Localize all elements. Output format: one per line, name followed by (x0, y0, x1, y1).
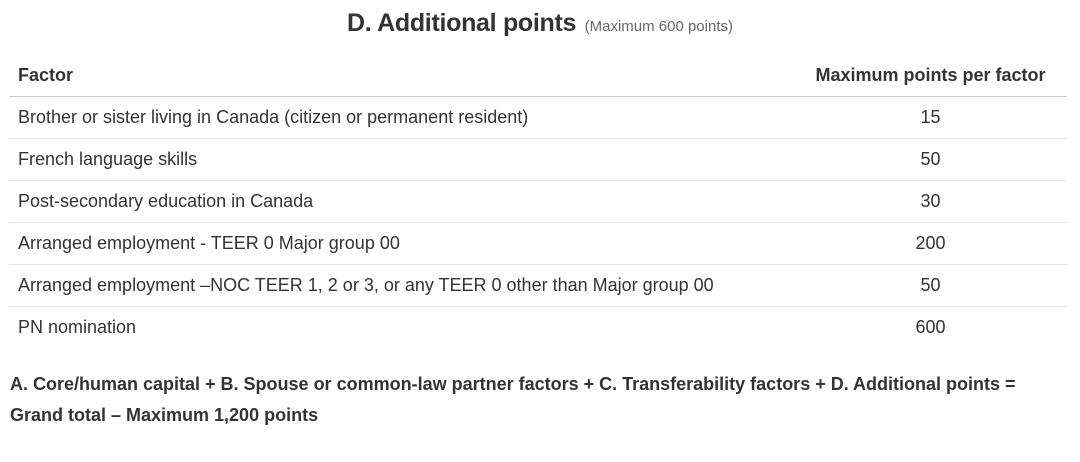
factor-cell: Post-secondary education in Canada (9, 180, 794, 223)
additional-points-table: Factor Maximum points per factor Brother… (9, 54, 1067, 348)
table-header-row: Factor Maximum points per factor (9, 54, 1067, 97)
factor-cell: Arranged employment - TEER 0 Major group… (9, 222, 794, 265)
table-row: Brother or sister living in Canada (citi… (9, 96, 1067, 139)
section-subtitle: (Maximum 600 points) (584, 18, 733, 35)
section-heading: D. Additional points (Maximum 600 points… (0, 6, 1080, 44)
factor-cell: Brother or sister living in Canada (citi… (9, 96, 794, 139)
table-row: Arranged employment –NOC TEER 1, 2 or 3,… (9, 264, 1067, 307)
table-row: PN nomination 600 (9, 307, 1067, 349)
points-cell: 600 (915, 317, 946, 337)
table-row: French language skills 50 (9, 138, 1067, 181)
table-row: Post-secondary education in Canada 30 (9, 180, 1067, 223)
table-row: Arranged employment - TEER 0 Major group… (9, 222, 1067, 265)
factor-cell: Arranged employment –NOC TEER 1, 2 or 3,… (9, 264, 794, 307)
column-header-max-points: Maximum points per factor (794, 54, 1067, 97)
column-header-factor: Factor (9, 54, 794, 97)
points-cell: 50 (794, 138, 1067, 181)
points-cell: 200 (794, 222, 1067, 265)
factor-cell: PN nomination (18, 317, 137, 337)
points-cell: 50 (794, 264, 1067, 307)
section-title: D. Additional points (346, 9, 577, 37)
factor-cell: French language skills (9, 138, 794, 181)
points-cell: 30 (794, 180, 1067, 223)
points-cell: 15 (794, 96, 1067, 139)
grand-total-summary: A. Core/human capital + B. Spouse or com… (10, 374, 1016, 425)
